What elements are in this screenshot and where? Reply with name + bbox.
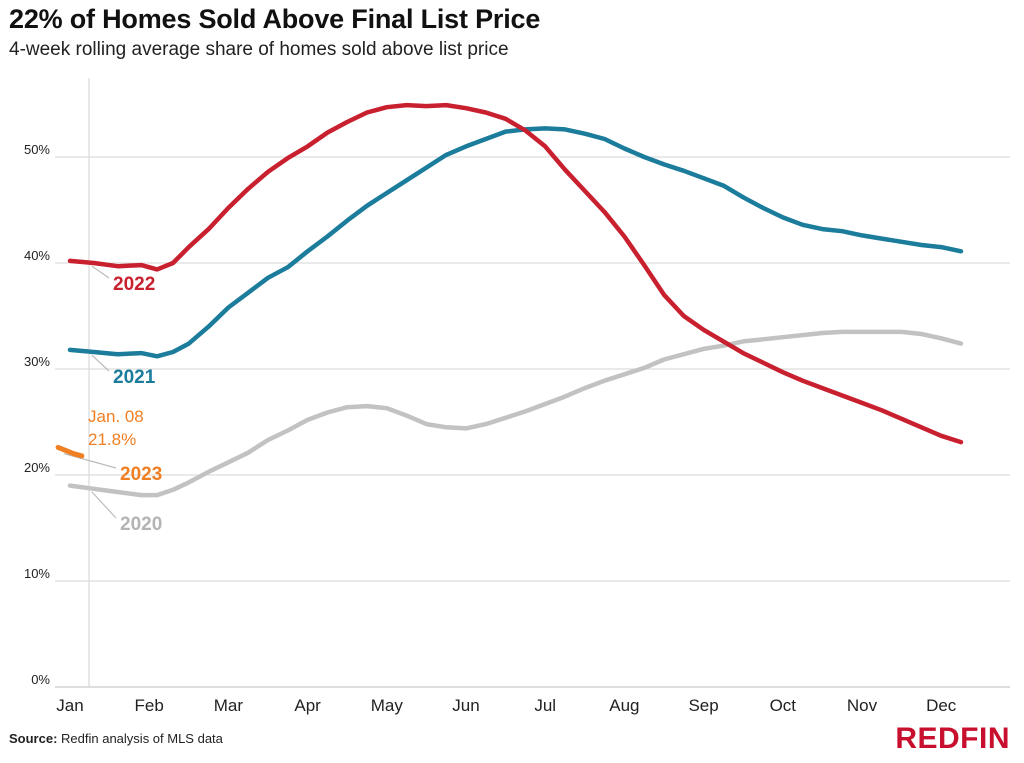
x-axis-ticks: Jan Feb Mar Apr May Jun Jul Aug Sep Oct Nov Dec [56,696,957,715]
leader-line-2023 [63,453,117,469]
series-labels: 2020 2021 2022 2023 Jan. 08 21.8% [88,274,162,535]
y-tick-label: 40% [24,248,50,263]
chart-title: 22% of Homes Sold Above Final List Price [9,4,541,34]
series-label-2023: 2023 [120,464,162,485]
grid-lines [55,156,1010,688]
y-tick-label: 30% [24,354,50,369]
series-line-2021 [67,126,964,359]
series-lines [55,102,964,498]
y-tick-label: 10% [24,566,50,581]
x-tick-label: Oct [770,696,797,715]
series-line-2023 [55,444,85,459]
series-label-2021: 2021 [113,367,156,388]
x-tick-label: Feb [135,696,164,715]
x-tick-label: Mar [214,696,244,715]
y-axis-ticks: 0% 10% 20% 30% 40% 50% [24,142,50,687]
series-line-2020 [67,329,964,498]
series-label-2022: 2022 [113,274,155,295]
y-tick-label: 50% [24,142,50,157]
source-text: Redfin analysis of MLS data [61,731,223,746]
redfin-logo: REDFIN [895,722,1010,755]
x-tick-label: Jan [56,696,83,715]
x-tick-label: Aug [609,696,639,715]
chart-subtitle: 4-week rolling average share of homes so… [9,39,509,60]
source-note: Source: Redfin analysis of MLS data [9,731,223,746]
y-tick-label: 0% [31,672,50,687]
leader-line-2020 [91,491,117,519]
x-tick-label: Jul [534,696,556,715]
x-tick-label: Apr [294,696,321,715]
series-label-2020: 2020 [120,514,162,535]
y-tick-label: 20% [24,460,50,475]
source-label: Source: [9,731,58,746]
series-line-2022 [67,102,964,445]
x-tick-label: Dec [926,696,957,715]
annotation-value: 21.8% [88,430,136,449]
x-tick-label: May [371,696,404,715]
leader-line-2021 [91,354,110,372]
leader-line-2022 [91,265,110,279]
x-tick-label: Nov [847,696,878,715]
label-leader-lines [63,265,117,519]
x-tick-label: Sep [688,696,718,715]
annotation-date: Jan. 08 [88,407,144,426]
x-tick-label: Jun [452,696,479,715]
